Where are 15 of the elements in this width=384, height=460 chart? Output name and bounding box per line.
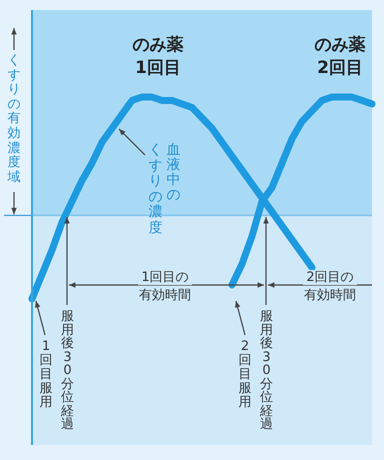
annotation: 血液中の: [166, 142, 181, 203]
annotation: くすりの濃度: [148, 142, 163, 236]
text: 服用後30分位経過: [61, 309, 74, 432]
text: くすりの有効濃度域: [8, 53, 20, 185]
text: のみ薬: [132, 35, 184, 55]
annotation: 1回目服用: [39, 339, 53, 410]
annotation: 2回目の: [303, 270, 357, 285]
text: 1回目: [134, 58, 182, 78]
text: 服用後30分位経過: [260, 309, 273, 432]
annotation: 有効時間: [136, 288, 194, 303]
text: のみ薬: [314, 35, 366, 55]
text: 2回目: [316, 58, 364, 78]
annotation: 2回目服用: [238, 339, 252, 410]
annotation: 1回目の: [138, 270, 192, 285]
annotation: 有効時間: [301, 288, 359, 303]
